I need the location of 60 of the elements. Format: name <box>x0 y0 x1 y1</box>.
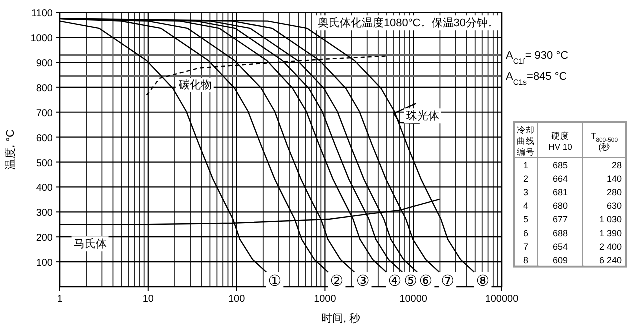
annotation: 碳化物 <box>178 79 212 92</box>
annotation: 马氏体 <box>74 238 107 251</box>
annotation: ⑤ <box>404 273 418 290</box>
data-label: 609 <box>552 256 568 266</box>
y-tick-label: 1000 <box>30 34 54 45</box>
annotation: ⑥ <box>419 273 433 290</box>
y-tick-label: 300 <box>36 208 54 220</box>
x-tick-label: 硬度 HV 10 <box>548 131 573 152</box>
x-tick-label: 10 <box>142 294 154 305</box>
y-tick-label: 400 <box>36 183 54 194</box>
y-tick-label: 7 <box>523 242 529 252</box>
y-tick-label: 3 <box>523 188 529 198</box>
x-tick-label: 100000 <box>485 294 520 305</box>
x-tick-label: 1 <box>57 294 64 305</box>
y-tick-label: 600 <box>36 133 54 144</box>
y-tick-label: 900 <box>36 58 54 70</box>
data-label: 630 <box>606 201 622 212</box>
y-axis-title: 温度, °C <box>4 130 17 170</box>
annotation: 奥氏体化温度1080°C。保温30分钟。 <box>318 16 499 30</box>
legend-title: 冷却曲线编号 <box>517 125 535 157</box>
y-tick-label: 100 <box>36 258 54 270</box>
data-label: 654 <box>552 242 568 252</box>
data-label: 280 <box>606 188 622 198</box>
annotation: ② <box>330 273 344 290</box>
data-label: 664 <box>552 174 568 184</box>
y-tick-label: 6 <box>523 228 529 238</box>
annotation: ④ <box>388 273 402 290</box>
x-tick-label: T$_{800-500}$ (秒 <box>591 131 619 152</box>
y-tick-label: 5 <box>523 214 529 225</box>
data-label: 1 390 <box>599 228 622 238</box>
annotation: ③ <box>356 273 370 290</box>
y-tick-label: 200 <box>36 233 54 244</box>
y-tick-label: 1100 <box>31 8 54 20</box>
data-label: 28 <box>612 160 622 170</box>
ref-line-label: A$_{C1f}$= 930 °C <box>506 50 569 66</box>
data-label: 1 030 <box>599 214 622 225</box>
annotation: 珠光体 <box>406 110 440 123</box>
y-tick-label: 4 <box>523 201 529 212</box>
x-tick-label: 1000 <box>314 294 337 305</box>
y-tick-label: 1 <box>523 160 529 170</box>
data-label: 140 <box>606 174 622 184</box>
annotation: ⑦ <box>441 273 455 290</box>
data-label: 680 <box>552 201 568 212</box>
x-axis-title: 时间, 秒 <box>321 312 361 325</box>
y-tick-label: 700 <box>36 108 54 120</box>
y-tick-label: 500 <box>36 158 54 170</box>
data-label: 2 400 <box>599 242 622 252</box>
x-tick-label: 100 <box>228 294 246 305</box>
data-label: 677 <box>552 214 568 225</box>
x-tick-label: 10000 <box>400 294 428 305</box>
data-label: 685 <box>552 160 568 170</box>
data-label: 681 <box>552 188 568 198</box>
annotation: ① <box>268 273 282 290</box>
data-label: 6 240 <box>599 256 622 266</box>
ref-line-label: A$_{C1s}$=845 °C <box>506 71 568 87</box>
y-tick-label: 800 <box>36 83 54 94</box>
data-label: 688 <box>552 228 568 238</box>
y-tick-label: 2 <box>523 174 529 184</box>
annotation: ⑧ <box>476 273 490 290</box>
y-tick-label: 8 <box>523 256 529 266</box>
